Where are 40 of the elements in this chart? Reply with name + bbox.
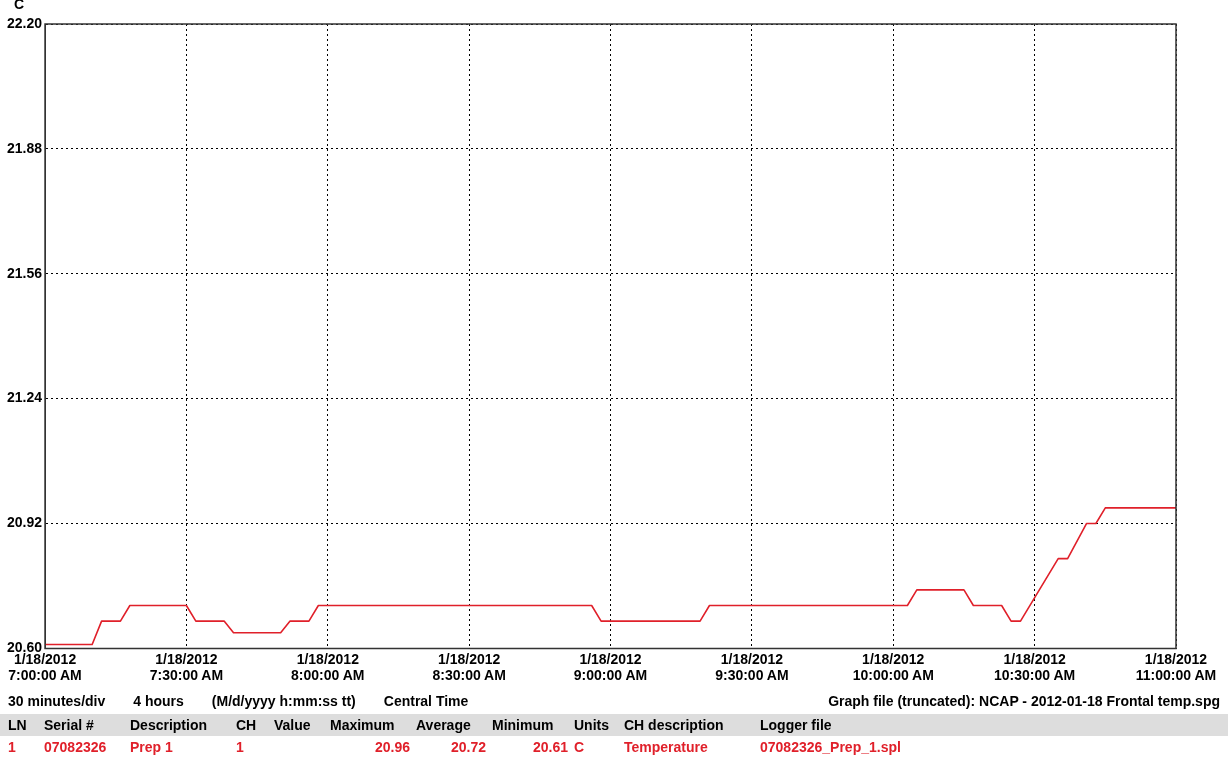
- text: 07082326_Prep_1.spl: [760, 739, 902, 755]
- y-tick-label: 21.56: [6, 264, 43, 281]
- text: CH: [236, 717, 258, 733]
- text: Units: [574, 717, 610, 733]
- text: 20.96: [373, 739, 410, 755]
- y-tick-label: 22.20: [6, 14, 43, 31]
- y-axis-title: C: [13, 0, 25, 12]
- x-tick-label: 1/18/2012 8:30:00 AM: [432, 650, 506, 684]
- x-tick-label: 1/18/2012 10:30:00 AM: [994, 650, 1076, 684]
- x-tick-label: 1/18/2012 10:00:00 AM: [852, 650, 934, 684]
- text: (M/d/yyyy h:mm:ss tt): [211, 693, 356, 709]
- text: Graph file (truncated): NCAP - 2012-01-18 Frontal temp.spg: [828, 693, 1220, 709]
- text: C: [574, 739, 586, 755]
- text: 07082326: [44, 739, 108, 755]
- text: LN: [8, 717, 28, 733]
- text: 1: [236, 739, 245, 755]
- text: 30 minutes/div: [8, 693, 106, 709]
- text: Prep 1: [130, 739, 174, 755]
- text: Minimum: [492, 717, 555, 733]
- x-tick-label: 1/18/2012 9:00:00 AM: [573, 650, 648, 684]
- text: 20.72: [449, 739, 486, 755]
- text: 20.61: [531, 739, 568, 755]
- text: 4 hours: [133, 693, 184, 709]
- text: CH description: [624, 717, 725, 733]
- text: Description: [130, 717, 208, 733]
- x-tick-label: 1/18/2012 7:30:00 AM: [149, 650, 224, 684]
- text: Central Time: [383, 693, 469, 709]
- x-tick-label: 1/18/2012 8:00:00 AM: [291, 650, 365, 684]
- text: Logger file: [760, 717, 833, 733]
- y-tick-label: 20.92: [6, 514, 43, 531]
- x-tick-label: 1/18/2012 11:00:00 AM: [1135, 650, 1217, 684]
- y-tick-label: 21.88: [6, 139, 43, 156]
- y-tick-label: 21.24: [6, 389, 43, 406]
- text: Value: [274, 717, 312, 733]
- text: 1: [8, 739, 17, 755]
- text: Serial #: [44, 717, 95, 733]
- text: Temperature: [624, 739, 709, 755]
- text: Maximum: [330, 717, 396, 733]
- x-tick-label: 1/18/2012 9:30:00 AM: [715, 650, 789, 684]
- text: Average: [416, 717, 472, 733]
